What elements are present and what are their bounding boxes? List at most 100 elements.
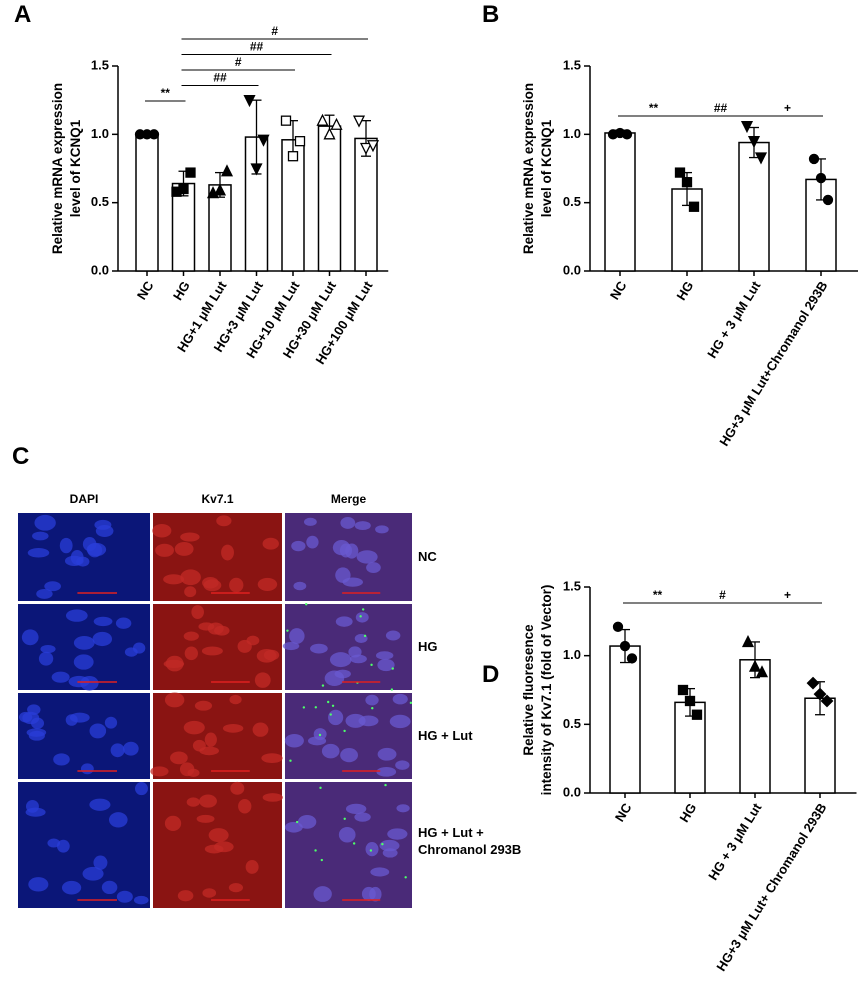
cell bbox=[73, 654, 94, 670]
cell bbox=[86, 542, 107, 557]
cell bbox=[25, 807, 46, 817]
puncta bbox=[302, 706, 306, 709]
cell bbox=[32, 531, 49, 541]
data-point bbox=[681, 177, 693, 188]
y-tick-label: 0.5 bbox=[91, 194, 109, 209]
cell bbox=[203, 579, 222, 592]
cell bbox=[377, 658, 395, 672]
puncta bbox=[361, 608, 365, 611]
puncta bbox=[371, 707, 374, 710]
cell bbox=[191, 605, 204, 620]
data-point bbox=[619, 640, 631, 652]
cell bbox=[65, 609, 88, 622]
y-tick-label: 0.0 bbox=[563, 262, 581, 277]
cell bbox=[365, 842, 379, 857]
cell bbox=[313, 886, 332, 902]
cell bbox=[379, 839, 400, 852]
cell bbox=[214, 841, 234, 853]
row-label: HG + Lut + bbox=[418, 825, 484, 840]
cell bbox=[95, 525, 114, 537]
data-point bbox=[220, 164, 234, 177]
cell bbox=[297, 815, 317, 829]
x-tick-label: HG+3 μM Lut+ Chromanol 293B bbox=[713, 800, 829, 973]
data-point bbox=[815, 172, 827, 184]
bar bbox=[739, 659, 771, 794]
cell bbox=[252, 722, 269, 737]
cell bbox=[222, 723, 244, 733]
cell bbox=[184, 646, 198, 661]
row-label: NC bbox=[418, 549, 437, 564]
data-point bbox=[754, 152, 768, 165]
data-point bbox=[330, 117, 343, 130]
cell bbox=[163, 574, 185, 585]
cell bbox=[194, 700, 213, 711]
cell bbox=[64, 555, 84, 566]
cell bbox=[51, 671, 70, 683]
data-point bbox=[822, 194, 834, 206]
cell bbox=[93, 616, 113, 627]
cell bbox=[27, 548, 50, 558]
puncta bbox=[326, 700, 330, 704]
cell bbox=[92, 631, 113, 647]
cell bbox=[376, 767, 397, 777]
cell bbox=[303, 517, 317, 526]
data-point bbox=[688, 201, 700, 212]
panel-label: A bbox=[14, 1, 31, 28]
y-tick-label: 0.0 bbox=[91, 262, 109, 277]
data-point bbox=[280, 115, 292, 126]
cell bbox=[150, 766, 169, 777]
cell bbox=[80, 675, 99, 691]
data-point bbox=[748, 659, 762, 672]
cell bbox=[345, 803, 367, 815]
puncta bbox=[295, 820, 299, 824]
x-tick-label: NC bbox=[612, 800, 635, 824]
cell bbox=[345, 543, 359, 559]
data-point bbox=[185, 167, 196, 178]
puncta bbox=[404, 876, 407, 879]
data-point bbox=[808, 153, 820, 165]
cell bbox=[254, 672, 271, 688]
cell bbox=[44, 581, 61, 592]
puncta bbox=[314, 849, 317, 852]
cell bbox=[221, 544, 234, 561]
cell bbox=[180, 532, 200, 542]
cell bbox=[366, 562, 381, 574]
cell bbox=[108, 812, 128, 828]
cell bbox=[31, 717, 45, 729]
y-tick-label: 1.0 bbox=[91, 126, 109, 141]
cell bbox=[180, 569, 201, 586]
cell bbox=[354, 812, 371, 822]
x-tick-label: HG bbox=[170, 278, 193, 302]
cell bbox=[174, 541, 194, 556]
x-tick-label: HG+3 μM Lut+Chromanol 293B bbox=[716, 278, 830, 448]
significance-label: + bbox=[784, 101, 791, 115]
data-point bbox=[294, 136, 306, 147]
bar bbox=[354, 137, 378, 272]
data-point bbox=[178, 183, 189, 195]
cell bbox=[199, 794, 217, 808]
y-tick-label: 1.0 bbox=[563, 126, 581, 141]
data-point bbox=[257, 134, 270, 147]
cell bbox=[202, 888, 217, 898]
cell bbox=[34, 514, 56, 531]
x-tick-label: NC bbox=[134, 278, 157, 302]
cell bbox=[164, 815, 182, 832]
bar bbox=[135, 133, 159, 272]
significance-label: # bbox=[271, 24, 278, 38]
cell bbox=[26, 728, 47, 737]
cell bbox=[201, 646, 223, 656]
cell bbox=[155, 543, 174, 557]
cell bbox=[289, 628, 305, 644]
cell bbox=[59, 537, 73, 554]
puncta bbox=[319, 786, 322, 790]
micrograph bbox=[285, 693, 412, 779]
cell bbox=[245, 860, 259, 874]
cell bbox=[340, 517, 356, 529]
data-point bbox=[684, 695, 696, 707]
x-tick-label: HG bbox=[676, 800, 699, 824]
data-point bbox=[243, 95, 256, 108]
cell bbox=[208, 828, 229, 843]
data-point bbox=[323, 127, 336, 140]
cell bbox=[262, 793, 283, 802]
